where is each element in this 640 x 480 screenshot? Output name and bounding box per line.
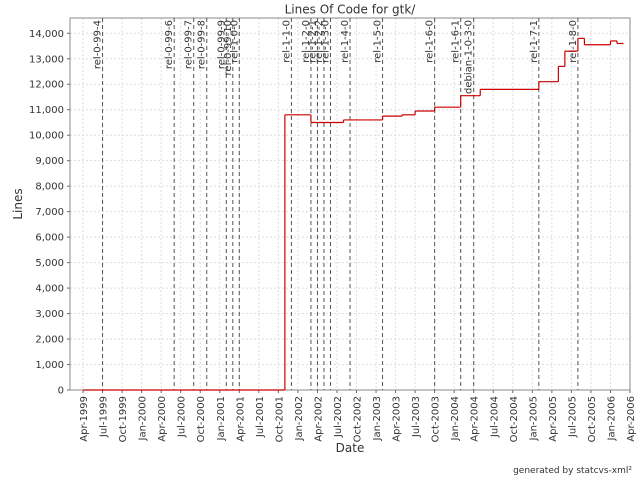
y-tick-label: 5,000 xyxy=(35,258,64,269)
release-label: rel-1-6-0 xyxy=(425,20,436,63)
release-label: rel-1-3-0 xyxy=(320,20,331,63)
release-label: debian-1-0-3-0 xyxy=(464,20,475,94)
x-tick-label: Oct-2005 xyxy=(587,396,598,442)
release-label: rel-1-2-1 xyxy=(307,20,318,63)
release-label: rel-0-99-8 xyxy=(197,20,208,69)
x-tick-label: Jul-1999 xyxy=(99,396,110,438)
x-tick-label: Jul-2002 xyxy=(333,396,344,438)
y-tick-label: 12,000 xyxy=(29,80,64,91)
x-tick-label: Oct-2001 xyxy=(274,396,285,442)
chart-title: Lines Of Code for gtk/ xyxy=(285,3,417,17)
x-tick-label: Oct-2003 xyxy=(431,396,442,442)
y-tick-label: 8,000 xyxy=(35,182,64,193)
x-tick-label: Jan-2000 xyxy=(138,396,149,441)
x-tick-label: Apr-2005 xyxy=(548,396,559,442)
release-label: rel-1-7-1 xyxy=(529,20,540,63)
x-tick-label: Jan-2004 xyxy=(450,396,461,441)
x-tick-label: Jul-2003 xyxy=(411,396,422,438)
y-tick-label: 6,000 xyxy=(35,233,64,244)
release-label: rel-1-8-0 xyxy=(568,20,579,63)
x-tick-label: Apr-2004 xyxy=(470,396,481,442)
x-tick-label: Apr-2002 xyxy=(313,396,324,442)
y-tick-label: 7,000 xyxy=(35,207,64,218)
y-tick-label: 10,000 xyxy=(29,131,64,142)
release-label: rel-1-5-0 xyxy=(373,20,384,63)
release-label: rel-1-6-1 xyxy=(451,20,462,63)
y-tick-label: 3,000 xyxy=(35,309,64,320)
x-tick-label: Oct-2002 xyxy=(353,396,364,442)
x-tick-label: Jul-2005 xyxy=(567,396,578,438)
x-tick-label: Apr-2000 xyxy=(157,396,168,442)
y-tick-label: 2,000 xyxy=(35,335,64,346)
x-tick-label: Jul-2004 xyxy=(489,396,500,438)
x-tick-label: Apr-2003 xyxy=(392,396,403,442)
release-label: rel-1-2-0 xyxy=(301,20,312,63)
release-label: rel-0-99-7 xyxy=(184,20,195,69)
y-tick-label: 14,000 xyxy=(29,29,64,40)
y-tick-label: 9,000 xyxy=(35,156,64,167)
y-axis-label: Lines xyxy=(11,188,25,219)
x-tick-label: Oct-1999 xyxy=(118,396,129,442)
x-tick-label: Jan-2003 xyxy=(372,396,383,441)
footer: generated by statcvs-xml² xyxy=(513,466,632,476)
x-tick-label: Jan-2005 xyxy=(528,396,539,441)
x-tick-label: Apr-2001 xyxy=(235,396,246,442)
y-tick-label: 1,000 xyxy=(35,360,64,371)
release-label: rel-0-99-6 xyxy=(164,20,175,69)
x-tick-label: Oct-2000 xyxy=(196,396,207,442)
x-tick-label: Apr-2006 xyxy=(626,396,637,442)
release-label: rel-0-99-4 xyxy=(93,20,104,69)
x-tick-label: Jul-2001 xyxy=(255,396,266,438)
y-tick-label: 4,000 xyxy=(35,284,64,295)
release-label: rel-0-99-10 xyxy=(223,20,234,75)
release-label: rel-1-4-0 xyxy=(340,20,351,63)
x-tick-label: Oct-2004 xyxy=(509,396,520,442)
release-label: rel-1-0-0 xyxy=(229,20,240,63)
x-tick-label: Jul-2000 xyxy=(177,396,188,438)
x-axis-label: Date xyxy=(336,441,365,455)
release-label: rel-1-1-0 xyxy=(281,20,292,63)
x-tick-label: Apr-1999 xyxy=(79,396,90,442)
release-label: rel-1-2-2 xyxy=(314,20,325,63)
x-tick-label: Jan-2001 xyxy=(216,396,227,441)
y-tick-label: 0 xyxy=(58,386,64,397)
release-label: rel-0-99-9 xyxy=(216,20,227,69)
y-tick-label: 13,000 xyxy=(29,54,64,65)
x-tick-label: Jan-2002 xyxy=(294,396,305,441)
x-tick-label: Jan-2006 xyxy=(606,396,617,441)
y-tick-label: 11,000 xyxy=(29,105,64,116)
